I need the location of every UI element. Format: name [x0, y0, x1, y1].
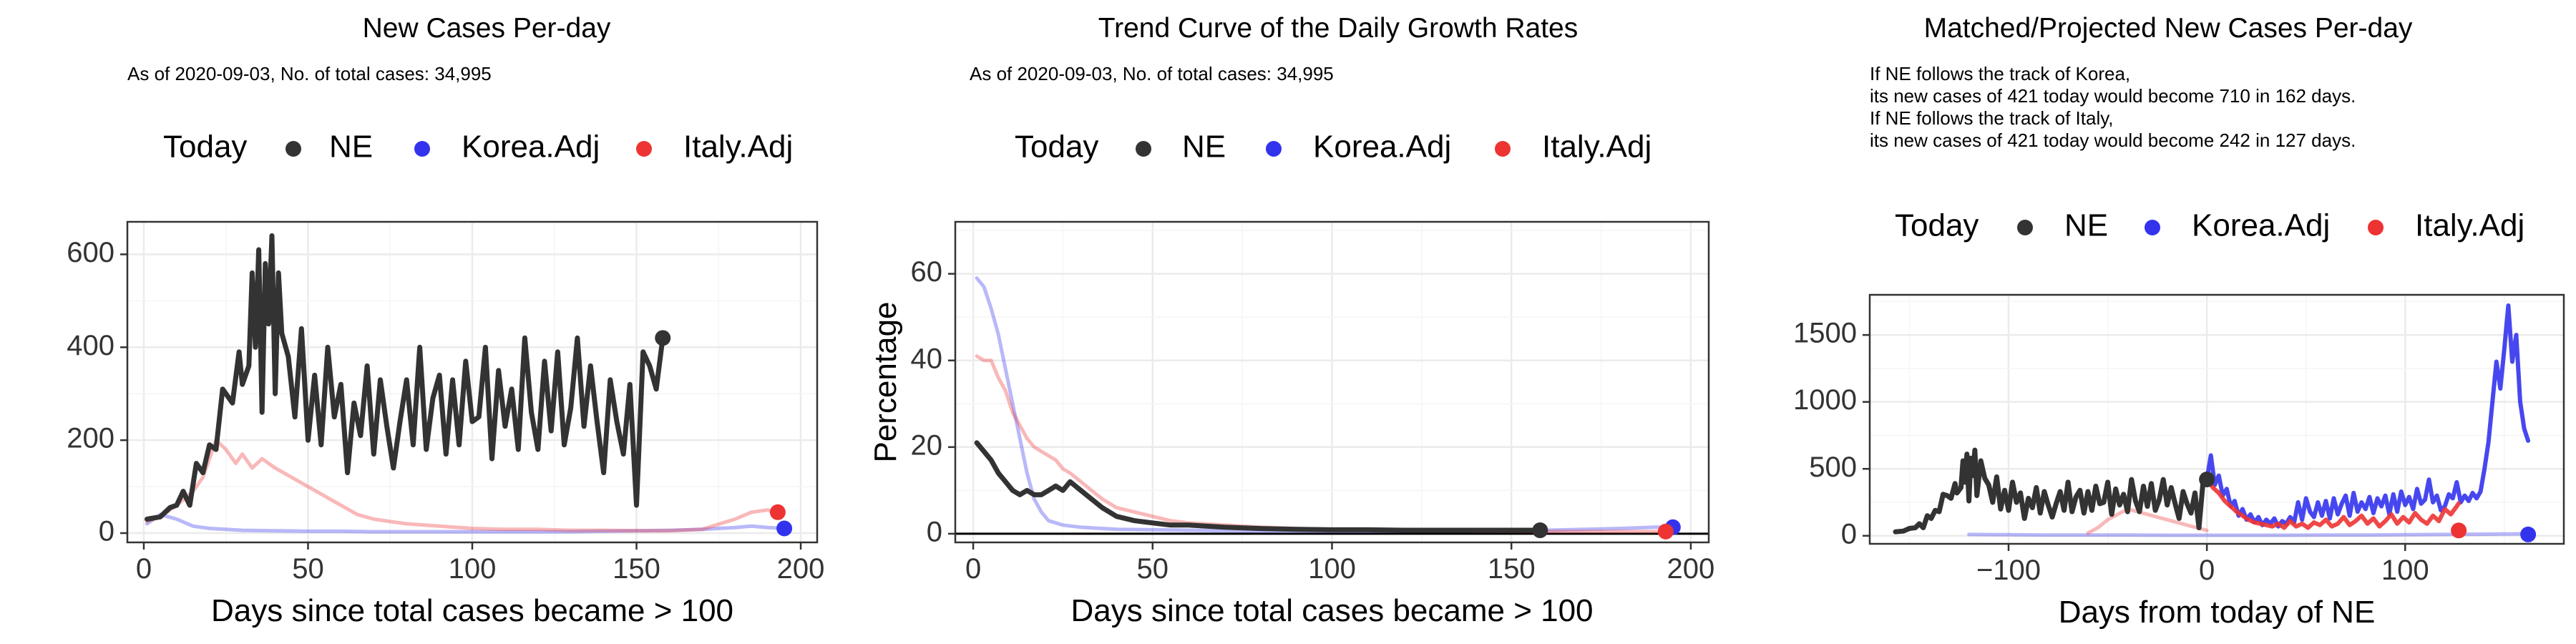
chart-subtitle-line: its new cases of 421 today would become …: [1870, 130, 2356, 151]
today-point-italy-adj: [769, 504, 786, 520]
today-point-ne: [2199, 472, 2215, 488]
series-line-ne: [1893, 447, 2210, 535]
x-tick-label: 150: [1488, 553, 1536, 585]
x-tick-label: 200: [777, 553, 825, 585]
legend-key-ne: [2017, 220, 2033, 235]
legend-label-korea-adj: Korea.Adj: [1313, 130, 1451, 165]
x-tick-label: 100: [2381, 555, 2429, 586]
legend-title: Today: [1015, 130, 1098, 165]
x-tick-label: 0: [965, 553, 981, 585]
chart-subtitle-line: If NE follows the track of Korea,: [1870, 63, 2130, 84]
y-tick-label: 600: [67, 237, 114, 268]
today-point-korea-adj: [776, 520, 793, 537]
today-point-italy-adj: [1657, 523, 1674, 540]
x-tick-label: 100: [1308, 553, 1356, 585]
legend-label-ne: NE: [2064, 208, 2108, 243]
y-tick-label: 1500: [1793, 318, 1857, 349]
legend-label-italy-adj: Italy.Adj: [2415, 208, 2524, 243]
x-tick-label: −100: [1976, 555, 2041, 586]
y-axis-label: Percentage: [868, 301, 903, 462]
today-point-korea-adj: [2520, 526, 2537, 542]
chart-3: Matched/Projected New Cases Per-day If NE…: [1793, 13, 2565, 630]
x-tick-label: 200: [1667, 553, 1715, 585]
x-tick-label: 150: [613, 553, 660, 585]
x-tick-label: 0: [136, 553, 152, 585]
chart-subtitle-line: As of 2020-09-03, No. of total cases: 34…: [970, 63, 1334, 84]
today-point-ne: [655, 330, 671, 346]
legend-label-ne: NE: [329, 130, 373, 165]
series-line-italy-adj: [2086, 507, 2209, 535]
chart-2: Trend Curve of the Daily Growth Rates As …: [868, 13, 1714, 628]
legend: Today NE Korea.Adj Italy.Adj: [1895, 208, 2524, 243]
legend-key-ne: [286, 141, 301, 157]
legend-key-italy-adj: [636, 141, 652, 157]
series-lines: [1893, 303, 2531, 537]
x-tick-label: 50: [292, 553, 324, 585]
y-tick-label: 1000: [1793, 384, 1857, 416]
legend-key-italy-adj: [1495, 141, 1511, 157]
x-axis-label: Days since total cases became > 100: [1070, 593, 1593, 628]
legend: Today NE Korea.Adj Italy.Adj: [1015, 130, 1652, 165]
today-point-italy-adj: [2451, 522, 2467, 539]
legend-label-ne: NE: [1182, 130, 1226, 165]
y-tick-label: 500: [1809, 452, 1857, 483]
x-tick-label: 50: [1137, 553, 1169, 585]
x-axis-label: Days since total cases became > 100: [211, 593, 733, 628]
legend-label-korea-adj: Korea.Adj: [462, 130, 600, 165]
legend-title: Today: [163, 130, 247, 165]
gridlines: [955, 222, 1709, 542]
series-line-ne: [145, 233, 665, 522]
y-tick-label: 40: [911, 343, 943, 374]
plot-panel: [1870, 295, 2564, 544]
series-lines: [145, 233, 786, 534]
x-axis-label: Days from today of NE: [2059, 595, 2376, 630]
y-tick-label: 0: [1841, 518, 1857, 550]
chart-title: New Cases Per-day: [363, 13, 611, 44]
axis-ticks: 0 50 100 150 200 0 20 40 60: [911, 256, 1715, 585]
y-tick-label: 60: [911, 256, 943, 288]
x-tick-label: 0: [2199, 555, 2215, 586]
legend-label-korea-adj: Korea.Adj: [2192, 208, 2330, 243]
gridlines: [127, 222, 817, 542]
y-tick-label: 0: [927, 516, 942, 547]
series-line-korea-adj: [1967, 532, 2527, 537]
axis-ticks: 0 50 100 150 200 0 200 400 600: [67, 237, 824, 585]
chart-subtitle-line: As of 2020-09-03, No. of total cases: 34…: [127, 63, 492, 84]
y-tick-label: 400: [67, 330, 114, 361]
chart-title: Trend Curve of the Daily Growth Rates: [1098, 13, 1578, 44]
y-tick-label: 20: [911, 429, 943, 461]
y-tick-label: 200: [67, 423, 114, 454]
x-tick-label: 100: [449, 553, 497, 585]
plot-border: [1868, 293, 2565, 545]
legend-title: Today: [1895, 208, 1979, 243]
series-line-korea-adj-projected: [2205, 303, 2531, 529]
y-tick-label: 0: [99, 516, 114, 547]
legend-key-korea-adj: [414, 141, 430, 157]
legend-key-korea-adj: [1266, 141, 1282, 157]
chart-title: Matched/Projected New Cases Per-day: [1924, 13, 2413, 44]
series-line-ne: [974, 440, 1543, 533]
series-line-korea-adj: [145, 512, 786, 534]
legend: Today NE Korea.Adj Italy.Adj: [163, 130, 793, 165]
legend-label-italy-adj: Italy.Adj: [1542, 130, 1652, 165]
chart-subtitle-line: If NE follows the track of Italy,: [1870, 107, 2114, 129]
today-point-ne: [1532, 522, 1548, 539]
legend-key-korea-adj: [2145, 220, 2160, 235]
series-lines: [974, 276, 1675, 534]
series-line-italy-adj-projected: [2205, 477, 2462, 530]
chart-1: New Cases Per-day As of 2020-09-03, No. o…: [67, 13, 824, 628]
legend-label-italy-adj: Italy.Adj: [683, 130, 793, 165]
legend-key-italy-adj: [2368, 220, 2384, 235]
chart-subtitle-line: its new cases of 421 today would become …: [1870, 85, 2356, 107]
legend-key-ne: [1136, 141, 1151, 157]
